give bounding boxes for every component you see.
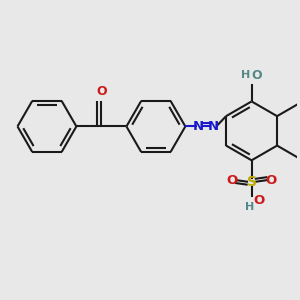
Text: O: O xyxy=(253,194,264,207)
Text: H: H xyxy=(241,70,250,80)
Text: S: S xyxy=(247,176,256,189)
Text: O: O xyxy=(227,173,238,187)
Text: N: N xyxy=(193,120,204,133)
Text: H: H xyxy=(244,202,254,212)
Text: O: O xyxy=(252,69,262,82)
Text: N: N xyxy=(208,120,219,133)
Text: O: O xyxy=(96,85,107,98)
Text: O: O xyxy=(265,173,276,187)
